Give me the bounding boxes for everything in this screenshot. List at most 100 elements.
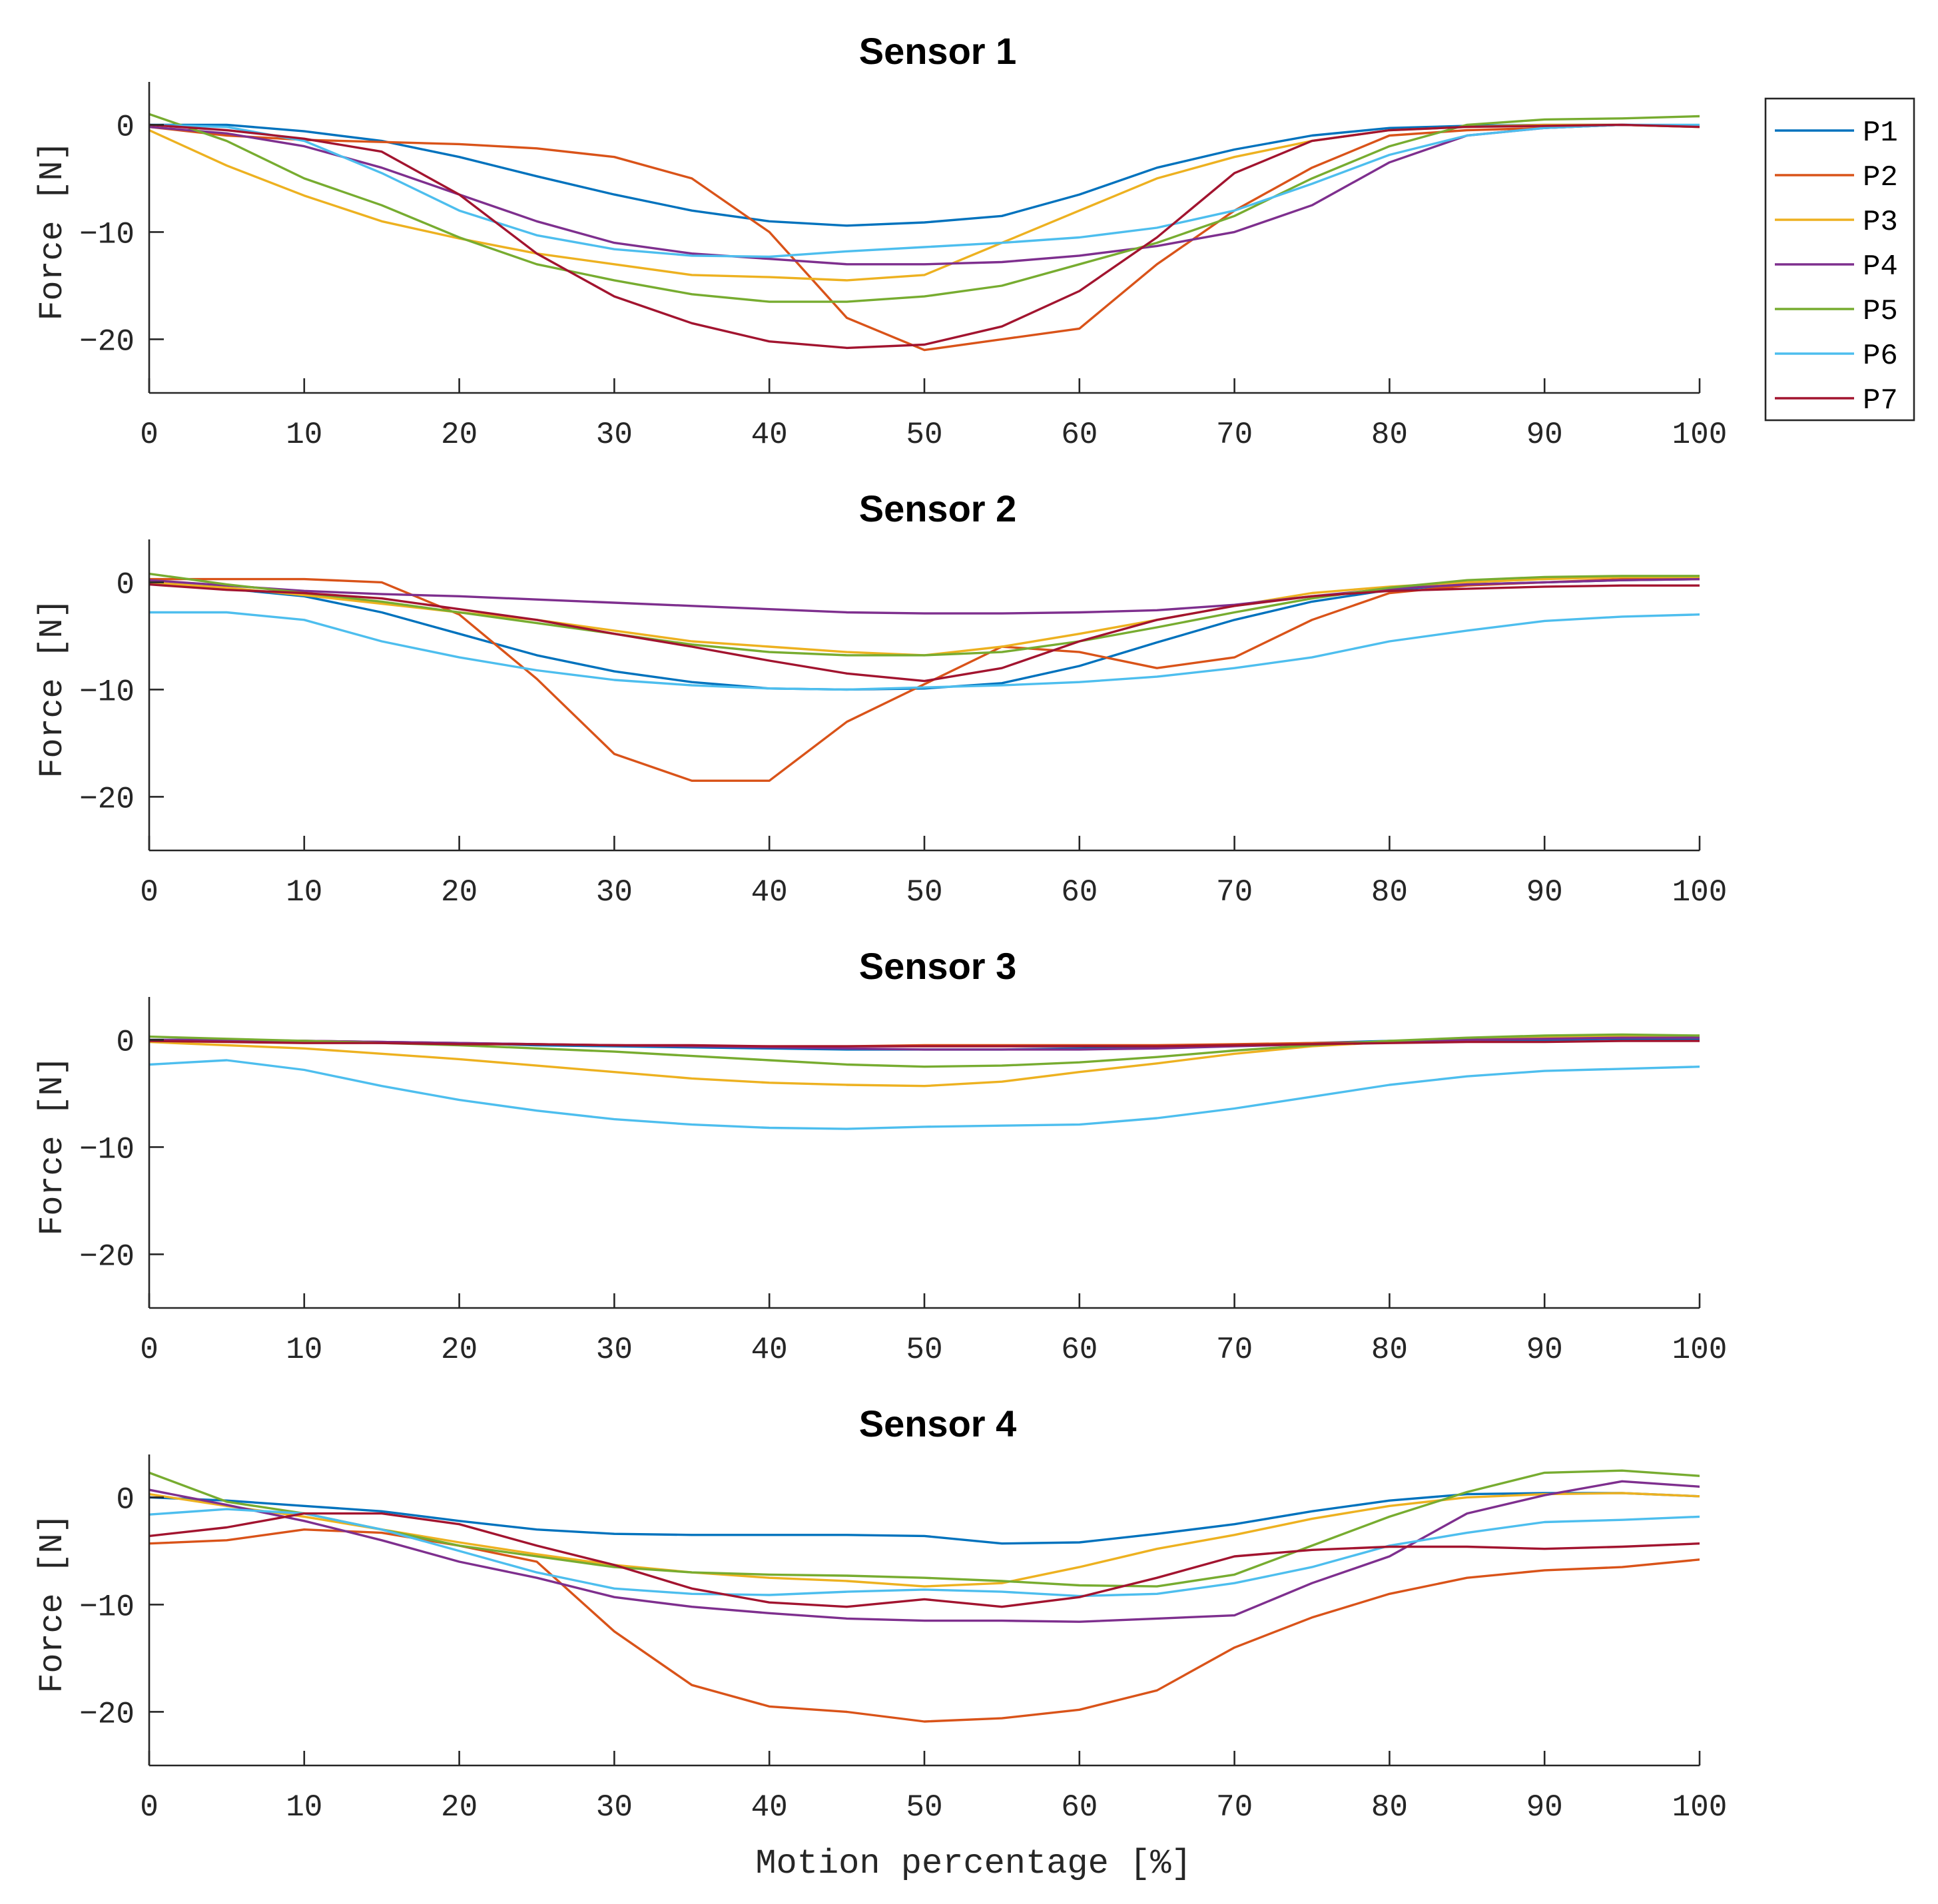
legend-entry-p7: P7	[1775, 384, 1898, 418]
legend-label: P6	[1863, 340, 1898, 373]
panel-sensor-3: Sensor 3 Force [N] 0 10 20 30 40 50 60 70 80 90 100 0…	[34, 945, 1727, 1367]
x-tick-label: 70	[1216, 1790, 1253, 1825]
x-tick-label: 70	[1216, 1333, 1253, 1367]
y-tick-label: 0	[116, 1025, 135, 1060]
panel-sensor-1: Sensor 1 Force [N] 0 10 20 30 40 50 60 70 80 90 100 0…	[34, 30, 1727, 452]
x-tick-label: 100	[1672, 875, 1728, 910]
series-line-p6	[149, 611, 1700, 691]
x-tick-label: 20	[441, 875, 478, 910]
x-tick-label: 10	[286, 875, 322, 910]
series-line-p5	[149, 572, 1700, 657]
legend-label: P4	[1863, 250, 1898, 284]
x-tick-label: 0	[140, 418, 159, 452]
series-line-p6	[149, 123, 1700, 258]
series-line-p1	[149, 1492, 1700, 1545]
x-tick-label: 40	[751, 1790, 788, 1825]
x-tick-label: 60	[1061, 1333, 1098, 1367]
series-line-p7	[149, 123, 1700, 350]
series-line-p4	[149, 123, 1700, 266]
x-tick-label: 100	[1672, 1333, 1728, 1367]
panel-title: Sensor 2	[859, 487, 1017, 529]
x-tick-label: 80	[1371, 1333, 1408, 1367]
series-line-p7	[149, 583, 1700, 683]
x-tick-label: 50	[906, 1333, 942, 1367]
series-line-p6	[149, 1508, 1700, 1598]
x-tick-label: 30	[596, 875, 633, 910]
series-group	[149, 572, 1700, 783]
y-axis-label: Force [N]	[34, 141, 72, 320]
series-group	[149, 1033, 1700, 1130]
series-line-p5	[149, 1469, 1700, 1588]
x-tick-label: 10	[286, 1790, 322, 1825]
x-tick-label: 90	[1526, 875, 1563, 910]
y-tick-label: −20	[79, 782, 135, 816]
series-group	[149, 1469, 1700, 1723]
legend-label: P2	[1863, 161, 1898, 194]
x-tick-label: 60	[1061, 418, 1098, 452]
x-tick-label: 50	[906, 1790, 942, 1825]
x-tick-label: 0	[140, 1790, 159, 1825]
y-axis-label: Force [N]	[34, 1513, 72, 1693]
legend-label: P3	[1863, 206, 1898, 239]
x-tick-label: 70	[1216, 418, 1253, 452]
legend: P1 P2 P3 P4 P5 P6 P7	[1764, 97, 1915, 422]
legend-entry-p5: P5	[1775, 295, 1898, 328]
x-tick-label: 0	[140, 875, 159, 910]
series-line-p7	[149, 1512, 1700, 1608]
x-tick-label: 50	[906, 875, 942, 910]
legend-entry-p1: P1	[1775, 117, 1898, 150]
x-tick-label: 0	[140, 1333, 159, 1367]
y-tick-label: −10	[79, 1132, 135, 1167]
series-line-p4	[149, 1480, 1700, 1623]
panel-title: Sensor 3	[859, 945, 1017, 987]
x-tick-label: 20	[441, 1333, 478, 1367]
x-tick-label: 10	[286, 1333, 322, 1367]
y-tick-label: 0	[116, 110, 135, 145]
x-tick-label: 60	[1061, 875, 1098, 910]
x-tick-label: 90	[1526, 1790, 1563, 1825]
legend-box	[1764, 97, 1915, 422]
x-tick-label: 20	[441, 418, 478, 452]
x-tick-label: 70	[1216, 875, 1253, 910]
y-tick-label: −10	[79, 1590, 135, 1624]
y-tick-label: 0	[116, 1482, 135, 1517]
panel-title: Sensor 1	[859, 30, 1017, 72]
x-tick-label: 30	[596, 1790, 633, 1825]
panel-sensor-4: Sensor 4 Force [N] 0 10 20 30 40 50 60 70 80 90 100 0…	[34, 1403, 1727, 1825]
y-axis-label: Force [N]	[34, 1056, 72, 1235]
x-tick-label: 30	[596, 418, 633, 452]
legend-entry-p2: P2	[1775, 161, 1898, 194]
x-tick-label: 80	[1371, 875, 1408, 910]
x-tick-label: 90	[1526, 418, 1563, 452]
series-line-p4	[149, 577, 1700, 615]
x-axis-label: Motion percentage [%]	[755, 1844, 1191, 1883]
y-tick-label: −10	[79, 675, 135, 709]
series-line-p2	[149, 577, 1700, 783]
x-tick-label: 100	[1672, 1790, 1728, 1825]
y-tick-label: −10	[79, 217, 135, 252]
x-tick-label: 40	[751, 875, 788, 910]
legend-label: P5	[1863, 295, 1898, 328]
series-group	[149, 113, 1700, 352]
legend-entry-p3: P3	[1775, 206, 1898, 239]
series-line-p1	[149, 123, 1700, 227]
panel-title: Sensor 4	[859, 1403, 1017, 1444]
x-tick-label: 100	[1672, 418, 1728, 452]
y-tick-label: −20	[79, 1239, 135, 1274]
panel-sensor-2: Sensor 2 Force [N] 0 10 20 30 40 50 60 70 80 90 100 0…	[34, 487, 1727, 910]
x-tick-label: 10	[286, 418, 322, 452]
series-line-p6	[149, 1059, 1700, 1130]
legend-label: P7	[1863, 384, 1898, 418]
x-tick-label: 30	[596, 1333, 633, 1367]
x-tick-label: 20	[441, 1790, 478, 1825]
y-axis-label: Force [N]	[34, 598, 72, 778]
x-tick-label: 60	[1061, 1790, 1098, 1825]
x-tick-label: 40	[751, 418, 788, 452]
x-tick-label: 40	[751, 1333, 788, 1367]
x-tick-label: 50	[906, 418, 942, 452]
x-tick-label: 90	[1526, 1333, 1563, 1367]
y-tick-label: 0	[116, 567, 135, 602]
